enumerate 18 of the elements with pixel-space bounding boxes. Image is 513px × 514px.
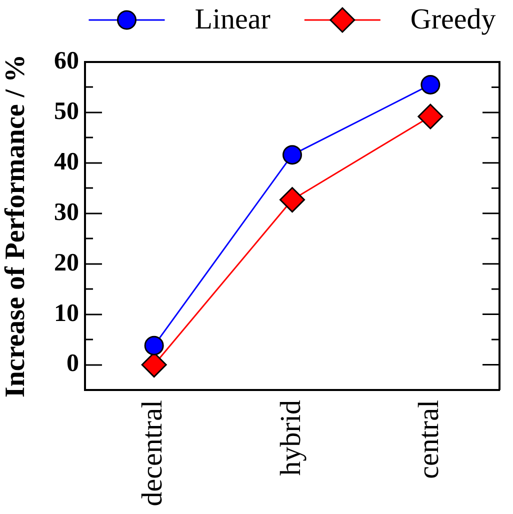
y-axis-title: Increase of Performance / % — [0, 54, 32, 398]
point — [282, 145, 302, 165]
point — [280, 187, 305, 213]
legend-label: Greedy — [410, 4, 496, 36]
y-tick-label: 40 — [54, 148, 79, 176]
x-tick-label: central — [413, 400, 446, 479]
y-tick-label: 60 — [54, 47, 79, 74]
y-tick-label: 30 — [54, 198, 79, 226]
x-tick-label: hybrid — [274, 400, 307, 476]
y-tick-label: 10 — [54, 300, 79, 327]
y-tick-label: 20 — [54, 249, 79, 276]
x-tick-label: decentral — [136, 400, 169, 506]
point — [144, 336, 164, 356]
legend-label: Linear — [194, 4, 271, 36]
y-tick-label: 50 — [54, 98, 79, 125]
point — [420, 74, 440, 94]
point — [418, 104, 444, 130]
y-tick-label: 0 — [66, 350, 79, 378]
